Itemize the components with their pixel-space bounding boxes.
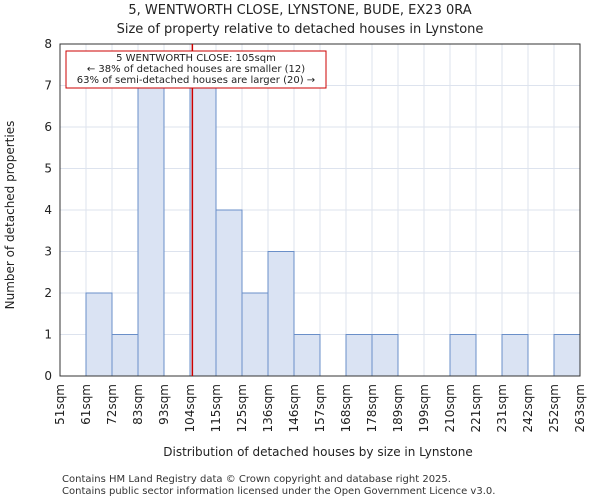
bar — [553, 334, 581, 377]
x-tick-label: 252sqm — [547, 384, 561, 432]
footer-line1: Contains HM Land Registry data © Crown c… — [62, 474, 451, 485]
y-tick-label: 7 — [44, 79, 52, 93]
y-tick-label: 6 — [44, 120, 52, 134]
y-tick-label: 2 — [44, 286, 52, 300]
x-tick-label: 104sqm — [183, 384, 197, 432]
bar — [241, 292, 269, 377]
bar — [501, 334, 529, 377]
y-tick-label: 0 — [44, 369, 52, 383]
x-tick-label: 51sqm — [53, 384, 67, 425]
x-axis-label: Distribution of detached houses by size … — [163, 445, 472, 459]
bar — [449, 334, 477, 377]
bar — [111, 334, 139, 377]
x-tick-label: 146sqm — [287, 384, 301, 432]
x-tick-label: 221sqm — [469, 384, 483, 432]
x-tick-label: 178sqm — [365, 384, 379, 432]
x-tick-label: 210sqm — [443, 384, 457, 432]
x-tick-label: 242sqm — [521, 384, 535, 432]
y-tick-label: 1 — [44, 328, 52, 342]
bar — [345, 334, 373, 377]
bar — [293, 334, 321, 377]
x-tick-label: 61sqm — [79, 384, 93, 425]
y-tick-label: 8 — [44, 37, 52, 51]
bar — [189, 85, 217, 377]
annotation-box: 5 WENTWORTH CLOSE: 105sqm ← 38% of detac… — [65, 50, 327, 89]
chart-title-line2: Size of property relative to detached ho… — [117, 22, 484, 37]
y-tick-labels: 0 1 2 3 4 5 6 7 8 — [44, 37, 52, 383]
bar — [137, 85, 165, 377]
x-tick-label: 189sqm — [391, 384, 405, 432]
y-tick-label: 3 — [44, 245, 52, 259]
x-tick-label: 115sqm — [209, 384, 223, 432]
annotation-line1: 5 WENTWORTH CLOSE: 105sqm — [116, 53, 276, 64]
x-tick-label: 125sqm — [235, 384, 249, 432]
x-tick-label: 231sqm — [495, 384, 509, 432]
x-tick-label: 157sqm — [313, 384, 327, 432]
x-tick-label: 199sqm — [417, 384, 431, 432]
chart-title-line1: 5, WENTWORTH CLOSE, LYNSTONE, BUDE, EX23… — [128, 3, 471, 18]
x-tick-labels: 51sqm 61sqm 72sqm 83sqm 93sqm 104sqm 115sqm 125… — [53, 384, 587, 432]
annotation-line2: ← 38% of detached houses are smaller (12… — [87, 64, 305, 75]
x-tick-label: 83sqm — [131, 384, 145, 425]
bar — [371, 334, 399, 377]
y-tick-label: 4 — [44, 203, 52, 217]
bar — [215, 209, 243, 377]
bars — [85, 85, 581, 377]
bar — [267, 251, 295, 377]
bar — [85, 292, 113, 377]
x-tick-label: 72sqm — [105, 384, 119, 425]
y-tick-label: 5 — [44, 162, 52, 176]
x-tick-label: 263sqm — [573, 384, 587, 432]
plot-frame — [59, 43, 581, 377]
x-tick-label: 136sqm — [261, 384, 275, 432]
annotation-line3: 63% of semi-detached houses are larger (… — [77, 75, 315, 86]
y-axis-label: Number of detached properties — [3, 121, 17, 310]
footer-line2: Contains public sector information licen… — [62, 486, 495, 497]
x-tick-label: 168sqm — [339, 384, 353, 432]
annotation-frame — [65, 50, 327, 89]
x-tick-label: 93sqm — [157, 384, 171, 425]
